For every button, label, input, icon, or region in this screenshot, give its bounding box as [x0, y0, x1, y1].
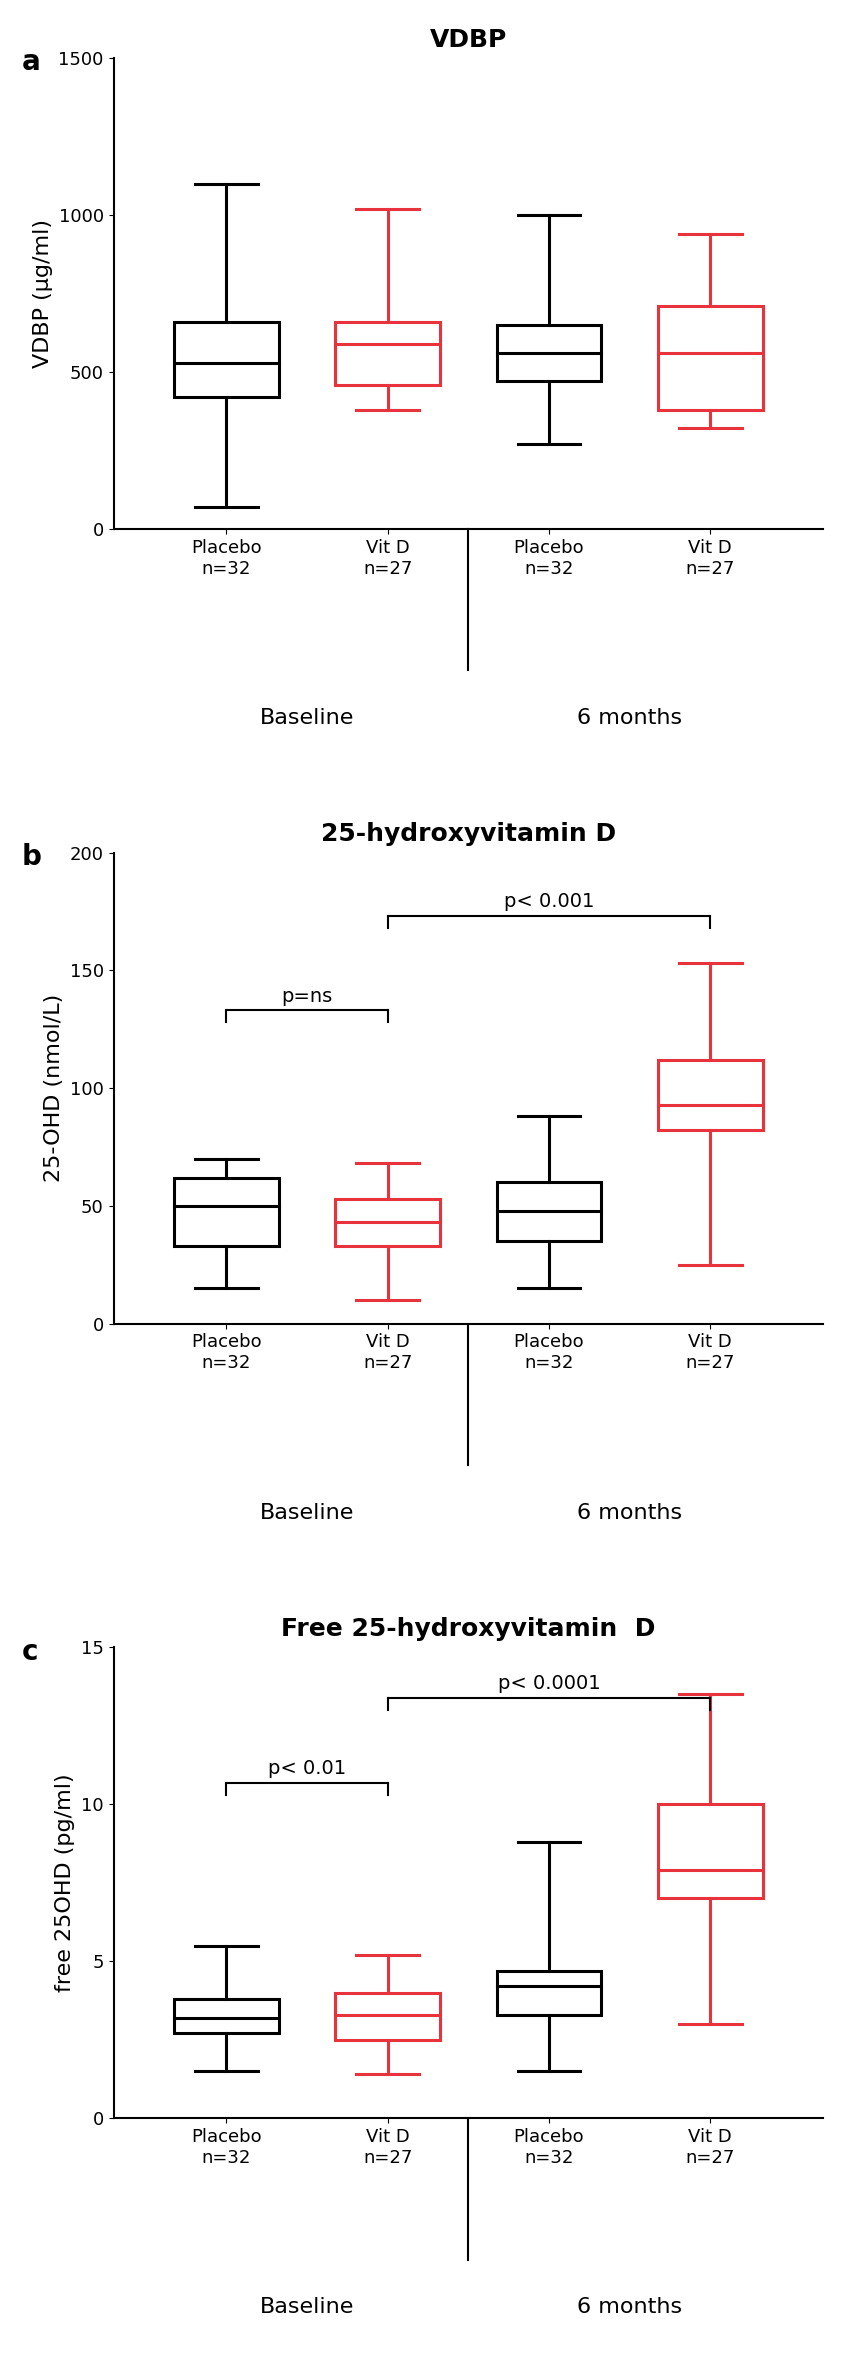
Bar [335, 1199, 440, 1247]
Text: 6 months: 6 months [577, 709, 683, 728]
Bar [658, 306, 762, 410]
Text: Baseline: Baseline [260, 2297, 354, 2318]
Title: 25-hydroxyvitamin D: 25-hydroxyvitamin D [321, 822, 616, 846]
Bar [174, 1998, 279, 2033]
Text: 6 months: 6 months [577, 1503, 683, 1522]
Bar [174, 1178, 279, 1247]
Bar [497, 1969, 602, 2014]
Text: Baseline: Baseline [260, 1503, 354, 1522]
Text: 6 months: 6 months [577, 2297, 683, 2318]
Bar [335, 1993, 440, 2041]
Bar [335, 322, 440, 384]
Bar [174, 322, 279, 398]
Y-axis label: VDBP (μg/ml): VDBP (μg/ml) [33, 218, 53, 367]
Text: a: a [21, 47, 40, 76]
Text: p< 0.01: p< 0.01 [268, 1759, 346, 1778]
Text: Baseline: Baseline [260, 709, 354, 728]
Bar [497, 1183, 602, 1242]
Text: b: b [21, 844, 41, 872]
Text: c: c [21, 1638, 37, 1666]
Title: Free 25-hydroxyvitamin  D: Free 25-hydroxyvitamin D [281, 1616, 655, 1640]
Bar [497, 325, 602, 382]
Bar [658, 1804, 762, 1898]
Title: VDBP: VDBP [430, 28, 507, 52]
Y-axis label: 25-OHD (nmol/L): 25-OHD (nmol/L) [44, 993, 64, 1183]
Text: p< 0.0001: p< 0.0001 [498, 1676, 600, 1695]
Y-axis label: free 25OHD (pg/ml): free 25OHD (pg/ml) [55, 1773, 76, 1993]
Text: p< 0.001: p< 0.001 [504, 893, 594, 912]
Bar [658, 1059, 762, 1130]
Text: p=ns: p=ns [282, 986, 333, 1005]
